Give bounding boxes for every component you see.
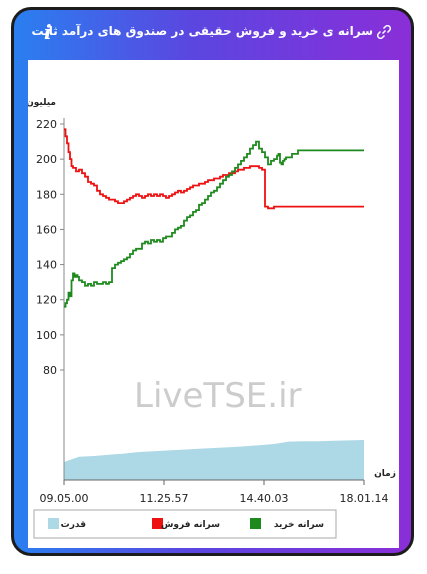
line-layer: [64, 128, 364, 308]
power-area: [64, 440, 364, 480]
y-axis-label: میلیون تومان: [28, 98, 56, 108]
x-tick-label: 14.40.03: [240, 492, 289, 505]
x-tick-label: 11.25.57: [140, 492, 189, 505]
y-tick-label: 120: [36, 294, 57, 307]
legend-box: [33, 509, 337, 539]
legend: قدرت سرانه فروش سرانه خرید: [33, 509, 337, 539]
y-tick-label: 160: [36, 223, 57, 236]
x-axis-label: زمان: [374, 469, 396, 479]
y-tick-label: 140: [36, 259, 57, 272]
legend-label: قدرت: [61, 520, 86, 530]
chart-svg: میلیون تومان LiveTSE.ir 80 100 120 140 160 18…: [0, 98, 396, 539]
legend-swatch: [152, 518, 163, 529]
legend-label: سرانه فروش: [161, 520, 220, 530]
chart-panel: میلیون تومان LiveTSE.ir 80 100 120 140 160 18…: [0, 60, 399, 548]
y-tick-label: 220: [36, 118, 57, 131]
legend-swatch: [48, 518, 59, 529]
axis-layer: 80 100 120 140 160 180 200 220 09.05.00 11.25.57 1…: [36, 118, 388, 505]
legend-swatch: [250, 518, 261, 529]
chart-card: i سرانه ی خرید و فروش حقیقی در صندوق های…: [0, 7, 414, 556]
sell-series-line: [64, 128, 364, 210]
x-tick-label: 09.05.00: [40, 492, 89, 505]
chart-title: سرانه ی خرید و فروش حقیقی در صندوق های د…: [31, 24, 373, 38]
y-tick-label: 100: [36, 329, 57, 342]
y-tick-label: 200: [36, 153, 57, 166]
watermark: LiveTSE.ir: [134, 376, 302, 416]
legend-label: سرانه خرید: [274, 520, 324, 530]
y-tick-label: 180: [36, 188, 57, 201]
link-icon[interactable]: [376, 24, 392, 43]
card-header: i سرانه ی خرید و فروش حقیقی در صندوق های…: [14, 10, 411, 58]
info-icon[interactable]: i: [44, 20, 52, 44]
y-tick-label: 80: [43, 364, 57, 377]
power-area-layer: [64, 440, 364, 480]
buy-series-line: [64, 140, 364, 308]
x-tick-label: 18.01.14: [340, 492, 389, 505]
